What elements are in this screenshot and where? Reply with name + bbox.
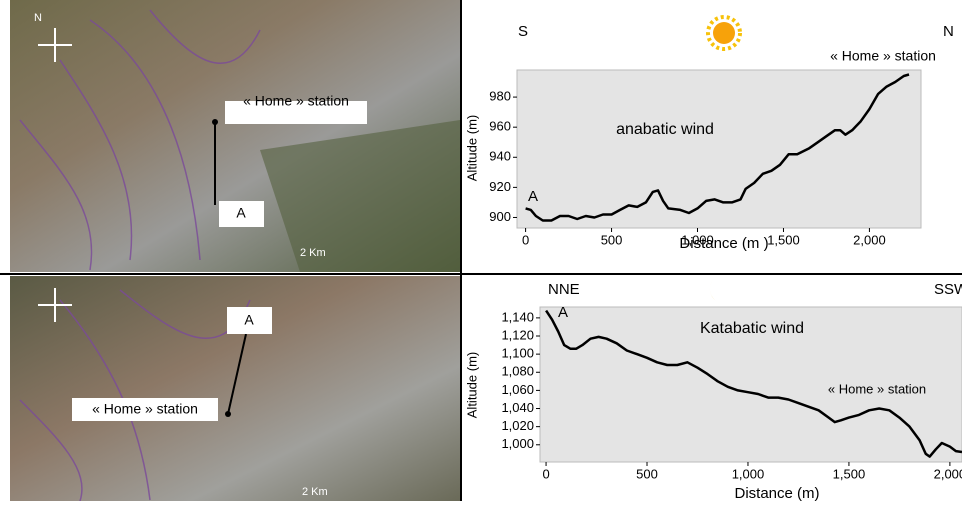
north-label: N (34, 12, 42, 24)
station-annotation: « Home » station (828, 381, 926, 396)
y-tick-label: 1,140 (501, 309, 534, 324)
x-tick-label: 0 (522, 232, 529, 247)
x-tick-label: 0 (542, 466, 549, 481)
y-tick-label: 1,060 (501, 382, 534, 397)
point-annotation: A (528, 188, 538, 205)
x-axis-label: Distance (m ) (679, 235, 768, 252)
x-tick-label: 500 (601, 232, 623, 247)
y-tick-label: 980 (489, 89, 511, 104)
wind-annotation: Katabatic wind (700, 320, 804, 337)
x-tick-label: 2,000 (853, 232, 886, 247)
y-tick-label: 1,080 (501, 364, 534, 379)
station-dot (225, 411, 231, 417)
figure: N « Home » station A 2 Km A « Home » sta… (0, 0, 962, 501)
station-label: « Home » station (243, 93, 349, 109)
point-annotation: A (558, 304, 568, 321)
y-tick-label: 1,000 (501, 436, 534, 451)
y-tick-label: 960 (489, 119, 511, 134)
x-tick-label: 2,000 (934, 466, 962, 481)
y-axis-label: Altitude (m) (464, 115, 479, 181)
scale-label: 2 Km (302, 486, 328, 498)
y-tick-label: 1,120 (501, 327, 534, 342)
scale-label: 2 Km (300, 247, 326, 259)
y-tick-label: 1,100 (501, 346, 534, 361)
x-tick-label: 500 (636, 466, 658, 481)
sun-icon (708, 17, 740, 49)
y-tick-label: 940 (489, 149, 511, 164)
moon-icon (710, 280, 736, 304)
y-tick-label: 1,020 (501, 418, 534, 433)
point-label: A (244, 312, 254, 328)
plot-area (517, 70, 921, 228)
station-dot (212, 119, 218, 125)
y-axis-label: Altitude (m) (464, 352, 479, 418)
y-tick-label: 900 (489, 209, 511, 224)
x-tick-label: 1,500 (767, 232, 800, 247)
direction-label: NNE (548, 281, 580, 298)
direction-label: SSW (934, 281, 962, 298)
maps: N « Home » station A 2 Km A « Home » sta… (10, 0, 460, 501)
x-tick-label: 1,000 (732, 466, 765, 481)
direction-label: N (943, 23, 954, 40)
x-tick-label: 1,500 (833, 466, 866, 481)
point-label: A (236, 205, 246, 221)
station-annotation: « Home » station (830, 48, 936, 64)
y-tick-label: 920 (489, 179, 511, 194)
wind-annotation: anabatic wind (616, 121, 714, 138)
station-label: « Home » station (92, 401, 198, 417)
direction-label: S (518, 23, 528, 40)
x-axis-label: Distance (m) (734, 485, 819, 501)
y-tick-label: 1,040 (501, 400, 534, 415)
